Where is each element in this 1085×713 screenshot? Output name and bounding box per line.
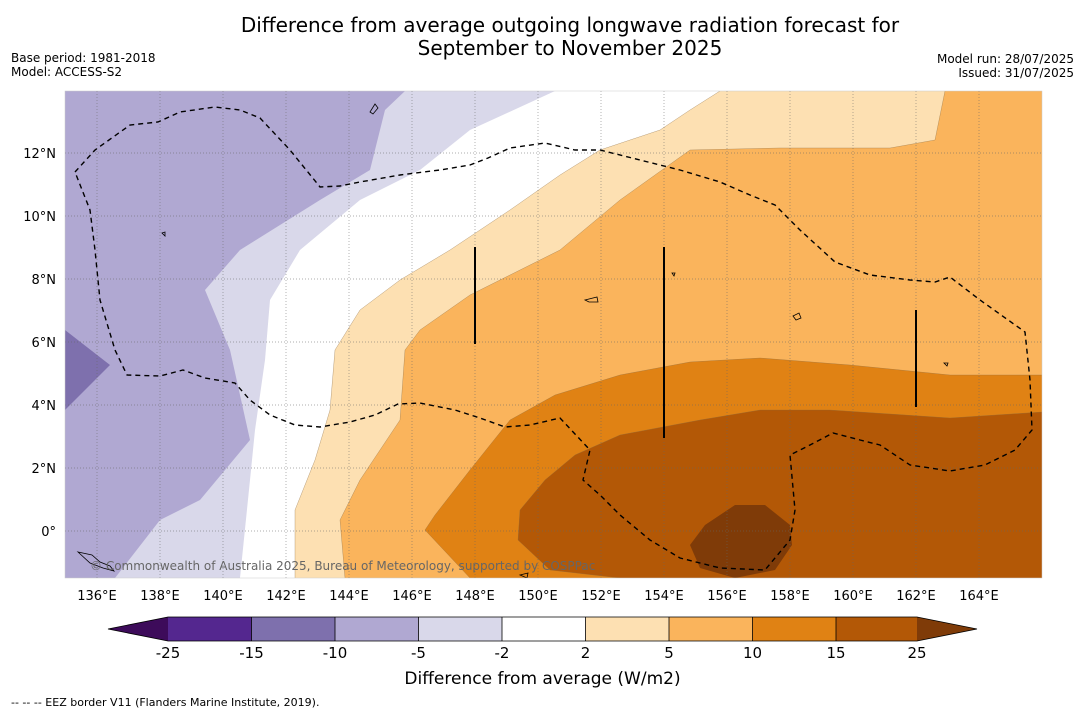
lat-tick-label: 8°N bbox=[32, 273, 57, 288]
colorbar-segment bbox=[502, 617, 586, 641]
colorbar-label: Difference from average (W/m2) bbox=[404, 669, 681, 689]
map-frame bbox=[64, 90, 1043, 579]
lon-tick-label: 156°E bbox=[707, 589, 747, 604]
lon-tick-label: 160°E bbox=[833, 589, 873, 604]
lon-tick-label: 148°E bbox=[455, 589, 495, 604]
lon-tick-label: 136°E bbox=[77, 589, 117, 604]
band-plus15-plus25 bbox=[518, 410, 1042, 578]
lat-tick-labels: 12°N 10°N 8°N 6°N 4°N 2°N 0° bbox=[23, 147, 56, 540]
lon-tick-label: 144°E bbox=[329, 589, 369, 604]
eez-borders bbox=[74, 106, 1033, 571]
lon-tick-label: 154°E bbox=[644, 589, 684, 604]
lon-tick-labels: 136°E 138°E 140°E 142°E 144°E 146°E 148°… bbox=[77, 589, 999, 604]
islands bbox=[76, 103, 949, 578]
meta-left: Base period: 1981-2018 Model: ACCESS-S2 bbox=[11, 51, 156, 79]
lon-tick-label: 150°E bbox=[518, 589, 558, 604]
lat-tick-label: 12°N bbox=[23, 147, 56, 162]
chart-title: Difference from average outgoing longwav… bbox=[170, 14, 970, 60]
colorbar-segment bbox=[585, 617, 669, 641]
colorbar-tick-label: -25 bbox=[156, 644, 181, 662]
colorbar-arrow-high bbox=[917, 617, 977, 641]
meta-right: Model run: 28/07/2025 Issued: 31/07/2025 bbox=[937, 52, 1074, 80]
base-period: Base period: 1981-2018 bbox=[11, 51, 156, 65]
colorbar-arrow-low bbox=[108, 617, 168, 641]
eez-legend-note: -- -- -- EEZ border V11 (Flanders Marine… bbox=[11, 696, 320, 709]
colorbar-segment bbox=[418, 617, 502, 641]
lon-tick-label: 152°E bbox=[581, 589, 621, 604]
band-minus15-minus10 bbox=[65, 330, 110, 410]
colorbar-tick-label: 10 bbox=[743, 644, 762, 662]
lon-tick-label: 164°E bbox=[959, 589, 999, 604]
title-line-2: September to November 2025 bbox=[417, 36, 723, 60]
band-above-25 bbox=[690, 505, 792, 578]
colorbar-segment bbox=[251, 617, 335, 641]
colorbar-segment bbox=[752, 617, 836, 641]
model-run: Model run: 28/07/2025 bbox=[936, 52, 1074, 66]
colorbar-tick-label: 25 bbox=[907, 644, 926, 662]
lon-tick-label: 158°E bbox=[770, 589, 810, 604]
copyright-text: © Commonwealth of Australia 2025, Bureau… bbox=[90, 559, 595, 573]
lat-tick-label: 0° bbox=[41, 525, 56, 540]
lon-tick-label: 146°E bbox=[392, 589, 432, 604]
gridlines bbox=[65, 91, 1042, 578]
lon-tick-label: 138°E bbox=[140, 589, 180, 604]
colorbar-segment bbox=[836, 617, 917, 641]
issued-date: Issued: 31/07/2025 bbox=[958, 66, 1074, 80]
anomaly-field bbox=[65, 91, 1042, 578]
lon-tick-label: 142°E bbox=[266, 589, 306, 604]
colorbar: -25 -15 -10 -5 -2 2 5 10 15 25 bbox=[107, 616, 978, 662]
lon-tick-label: 162°E bbox=[896, 589, 936, 604]
colorbar-tick-label: 15 bbox=[826, 644, 845, 662]
colorbar-segment bbox=[669, 617, 753, 641]
title-line-1: Difference from average outgoing longwav… bbox=[240, 13, 900, 37]
colorbar-tick-label: 2 bbox=[581, 644, 591, 662]
lat-tick-label: 4°N bbox=[32, 399, 57, 414]
solid-lines bbox=[474, 247, 917, 438]
lat-tick-label: 10°N bbox=[23, 210, 56, 225]
colorbar-tick-label: -2 bbox=[495, 644, 510, 662]
colorbar-tick-label: 5 bbox=[664, 644, 674, 662]
colorbar-tick-label: -15 bbox=[239, 644, 264, 662]
colorbar-segment bbox=[168, 617, 252, 641]
model-name: Model: ACCESS-S2 bbox=[11, 65, 123, 79]
colorbar-tick-label: -5 bbox=[411, 644, 426, 662]
lon-tick-label: 140°E bbox=[203, 589, 243, 604]
colorbar-segment bbox=[335, 617, 419, 641]
lat-tick-label: 6°N bbox=[32, 336, 57, 351]
colorbar-tick-label: -10 bbox=[323, 644, 348, 662]
lat-tick-label: 2°N bbox=[32, 462, 57, 477]
